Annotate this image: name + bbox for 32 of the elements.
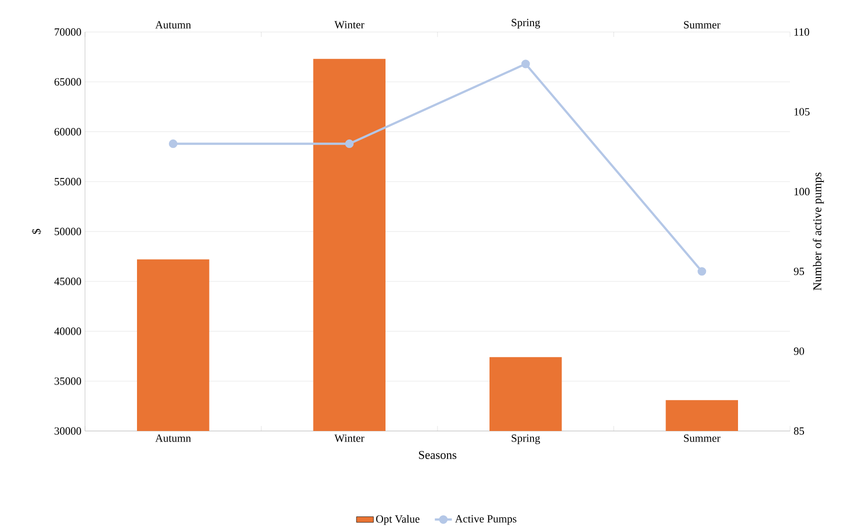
y2-tick-label: 105: [794, 108, 810, 116]
x-tick-label: Winter: [334, 21, 364, 28]
y2-axis-title: Number of active pumps: [812, 172, 824, 290]
point: [521, 60, 530, 68]
category-label: Autumn: [155, 434, 191, 442]
y2-tick-label: 95: [794, 268, 804, 276]
y-tick-label: 35000: [54, 377, 82, 385]
y-tick-label: 45000: [54, 278, 82, 286]
point: [168, 139, 178, 148]
x-axis-title: Seasons: [419, 450, 456, 460]
y-tick-label: 40000: [54, 328, 82, 335]
y2-tick-label: 100: [794, 188, 810, 196]
x-tick-label: Autumn: [155, 21, 191, 28]
x-tick-label: Summer: [684, 21, 720, 28]
y2-tick-label: 110: [794, 28, 810, 36]
y-tick-label: 65000: [54, 78, 82, 86]
category-label: Spring: [512, 434, 540, 444]
legend-label: Active Pumps: [455, 515, 516, 525]
y-tick-label: 70000: [54, 28, 82, 36]
y-axis-title: $: [32, 228, 42, 234]
y-tick-label: 50000: [54, 228, 82, 236]
category-label: Summer: [684, 434, 720, 442]
y2-tick-label: 90: [794, 348, 804, 355]
category-label: Winter: [334, 434, 364, 442]
y-tick-label: 30000: [54, 427, 82, 435]
point: [698, 267, 706, 276]
y-tick-label: 60000: [54, 128, 82, 136]
y-tick-label: 55000: [54, 178, 82, 186]
point: [345, 139, 354, 148]
y2-tick-label: 85: [794, 427, 804, 435]
legend-label: Opt Value: [376, 514, 420, 525]
x-tick-label: Spring: [512, 18, 540, 28]
